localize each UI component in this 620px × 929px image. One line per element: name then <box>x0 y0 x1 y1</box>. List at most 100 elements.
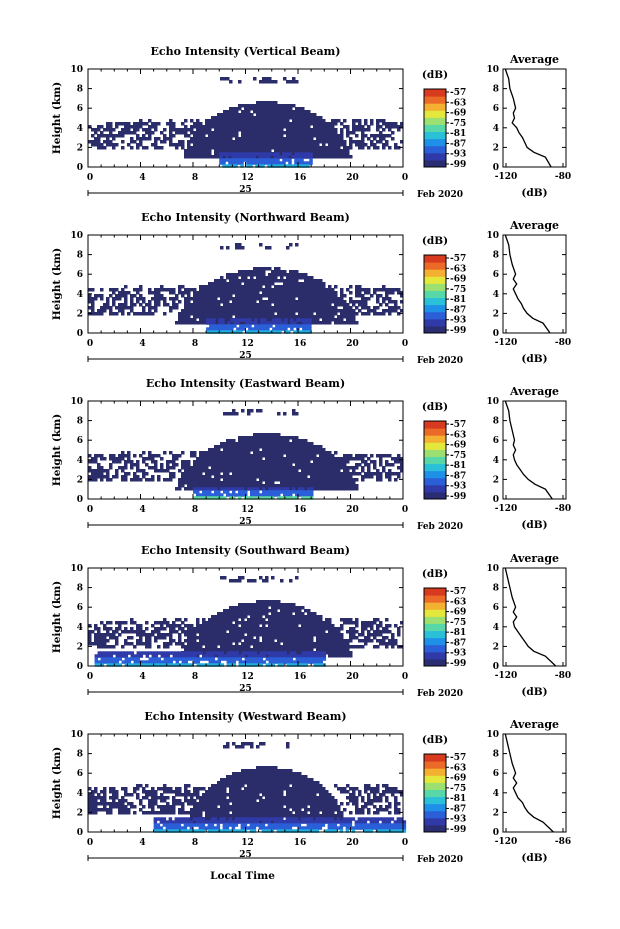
echo-cell <box>211 636 215 640</box>
echo-cell-low <box>286 490 290 494</box>
echo-cell <box>367 309 371 313</box>
echo-cell <box>277 143 281 147</box>
echo-cell <box>367 297 371 301</box>
echo-cell <box>304 627 308 631</box>
echo-cell <box>340 131 344 135</box>
echo-cell <box>217 475 221 479</box>
echo-cell-low <box>211 493 215 497</box>
echo-cell-low <box>291 155 295 159</box>
echo-cell <box>331 140 335 144</box>
echo-cell <box>298 285 302 289</box>
echo-cell-low <box>271 493 275 497</box>
echo-cell <box>265 122 269 126</box>
echo-cell <box>283 442 287 446</box>
echo-cell <box>109 466 113 470</box>
echo-cell <box>316 315 320 319</box>
echo-cell <box>334 143 338 147</box>
echo-cell <box>325 149 329 153</box>
echo-cell <box>220 119 224 123</box>
echo-cell <box>295 113 299 117</box>
echo-cell <box>313 642 317 646</box>
echo-cell <box>217 642 221 646</box>
echo-cell <box>97 633 101 637</box>
echo-cell <box>241 134 245 138</box>
echo-cell <box>232 445 236 449</box>
echo-cell <box>301 639 305 643</box>
echo-cell <box>256 433 260 437</box>
echo-cell <box>280 297 284 301</box>
echo-cell <box>190 149 194 153</box>
echo-cell <box>289 107 293 111</box>
echo-cell <box>319 615 323 619</box>
echo-cell-low <box>295 496 299 500</box>
echo-cell <box>265 600 269 604</box>
echo-cell <box>259 484 263 488</box>
echo-cell <box>286 603 290 607</box>
echo-cell <box>298 466 302 470</box>
echo-cell <box>316 285 320 289</box>
echo-cell-low <box>310 496 314 500</box>
echo-cell <box>247 624 251 628</box>
echo-cell <box>268 303 272 307</box>
echo-cell <box>337 481 341 485</box>
echo-cell <box>346 155 350 159</box>
echo-cell <box>313 282 317 286</box>
echo-cell <box>220 442 224 446</box>
echo-cell <box>220 146 224 150</box>
echo-cell <box>280 149 284 153</box>
echo-cell <box>358 288 362 292</box>
echo-cell <box>181 466 185 470</box>
echo-cell <box>250 309 254 313</box>
echo-cell <box>253 294 257 298</box>
echo-cell <box>322 469 326 473</box>
echo-cell <box>268 600 272 604</box>
echo-cell <box>334 460 338 464</box>
echo-cell <box>283 297 287 301</box>
echo-cell <box>256 309 260 313</box>
echo-cell <box>103 128 107 132</box>
echo-cell <box>214 116 218 120</box>
echo-cell <box>214 303 218 307</box>
echo-cell <box>313 288 317 292</box>
echo-cell <box>301 146 305 150</box>
echo-cell <box>295 651 299 655</box>
echo-cell <box>235 481 239 485</box>
echo-cell <box>253 285 257 289</box>
echo-cell <box>367 137 371 141</box>
echo-cell <box>337 152 341 156</box>
echo-cell <box>247 270 251 274</box>
echo-cell <box>241 451 245 455</box>
echo-cell <box>262 478 266 482</box>
echo-cell-low <box>286 493 290 497</box>
echo-cell <box>106 306 110 310</box>
echo-cell <box>274 448 278 452</box>
echo-cell <box>244 119 248 123</box>
echo-cell-low <box>212 318 216 322</box>
echo-cell <box>289 143 293 147</box>
echo-cell <box>223 294 227 298</box>
echo-cell <box>199 466 203 470</box>
echo-cell <box>334 309 338 313</box>
echo-cell <box>133 312 137 316</box>
echo-cell <box>355 321 359 325</box>
echo-cell <box>130 309 134 313</box>
echo-cell <box>343 294 347 298</box>
echo-cell <box>280 116 284 120</box>
date-label: Feb 2020 <box>417 522 463 532</box>
echo-cell <box>349 472 353 476</box>
echo-cell <box>139 639 143 643</box>
echo-cell <box>91 297 95 301</box>
echo-cell <box>379 134 383 138</box>
echo-cell <box>253 481 257 485</box>
echo-cell <box>349 321 353 325</box>
echo-cell <box>316 128 320 132</box>
echo-cell <box>100 146 104 150</box>
echo-cell <box>310 122 314 126</box>
echo-cell <box>331 466 335 470</box>
echo-cell <box>397 288 401 292</box>
echo-cell <box>238 457 242 461</box>
echo-cell <box>295 612 299 616</box>
echo-cell <box>346 484 350 488</box>
echo-cell <box>139 642 143 646</box>
echo-cell <box>235 113 239 117</box>
